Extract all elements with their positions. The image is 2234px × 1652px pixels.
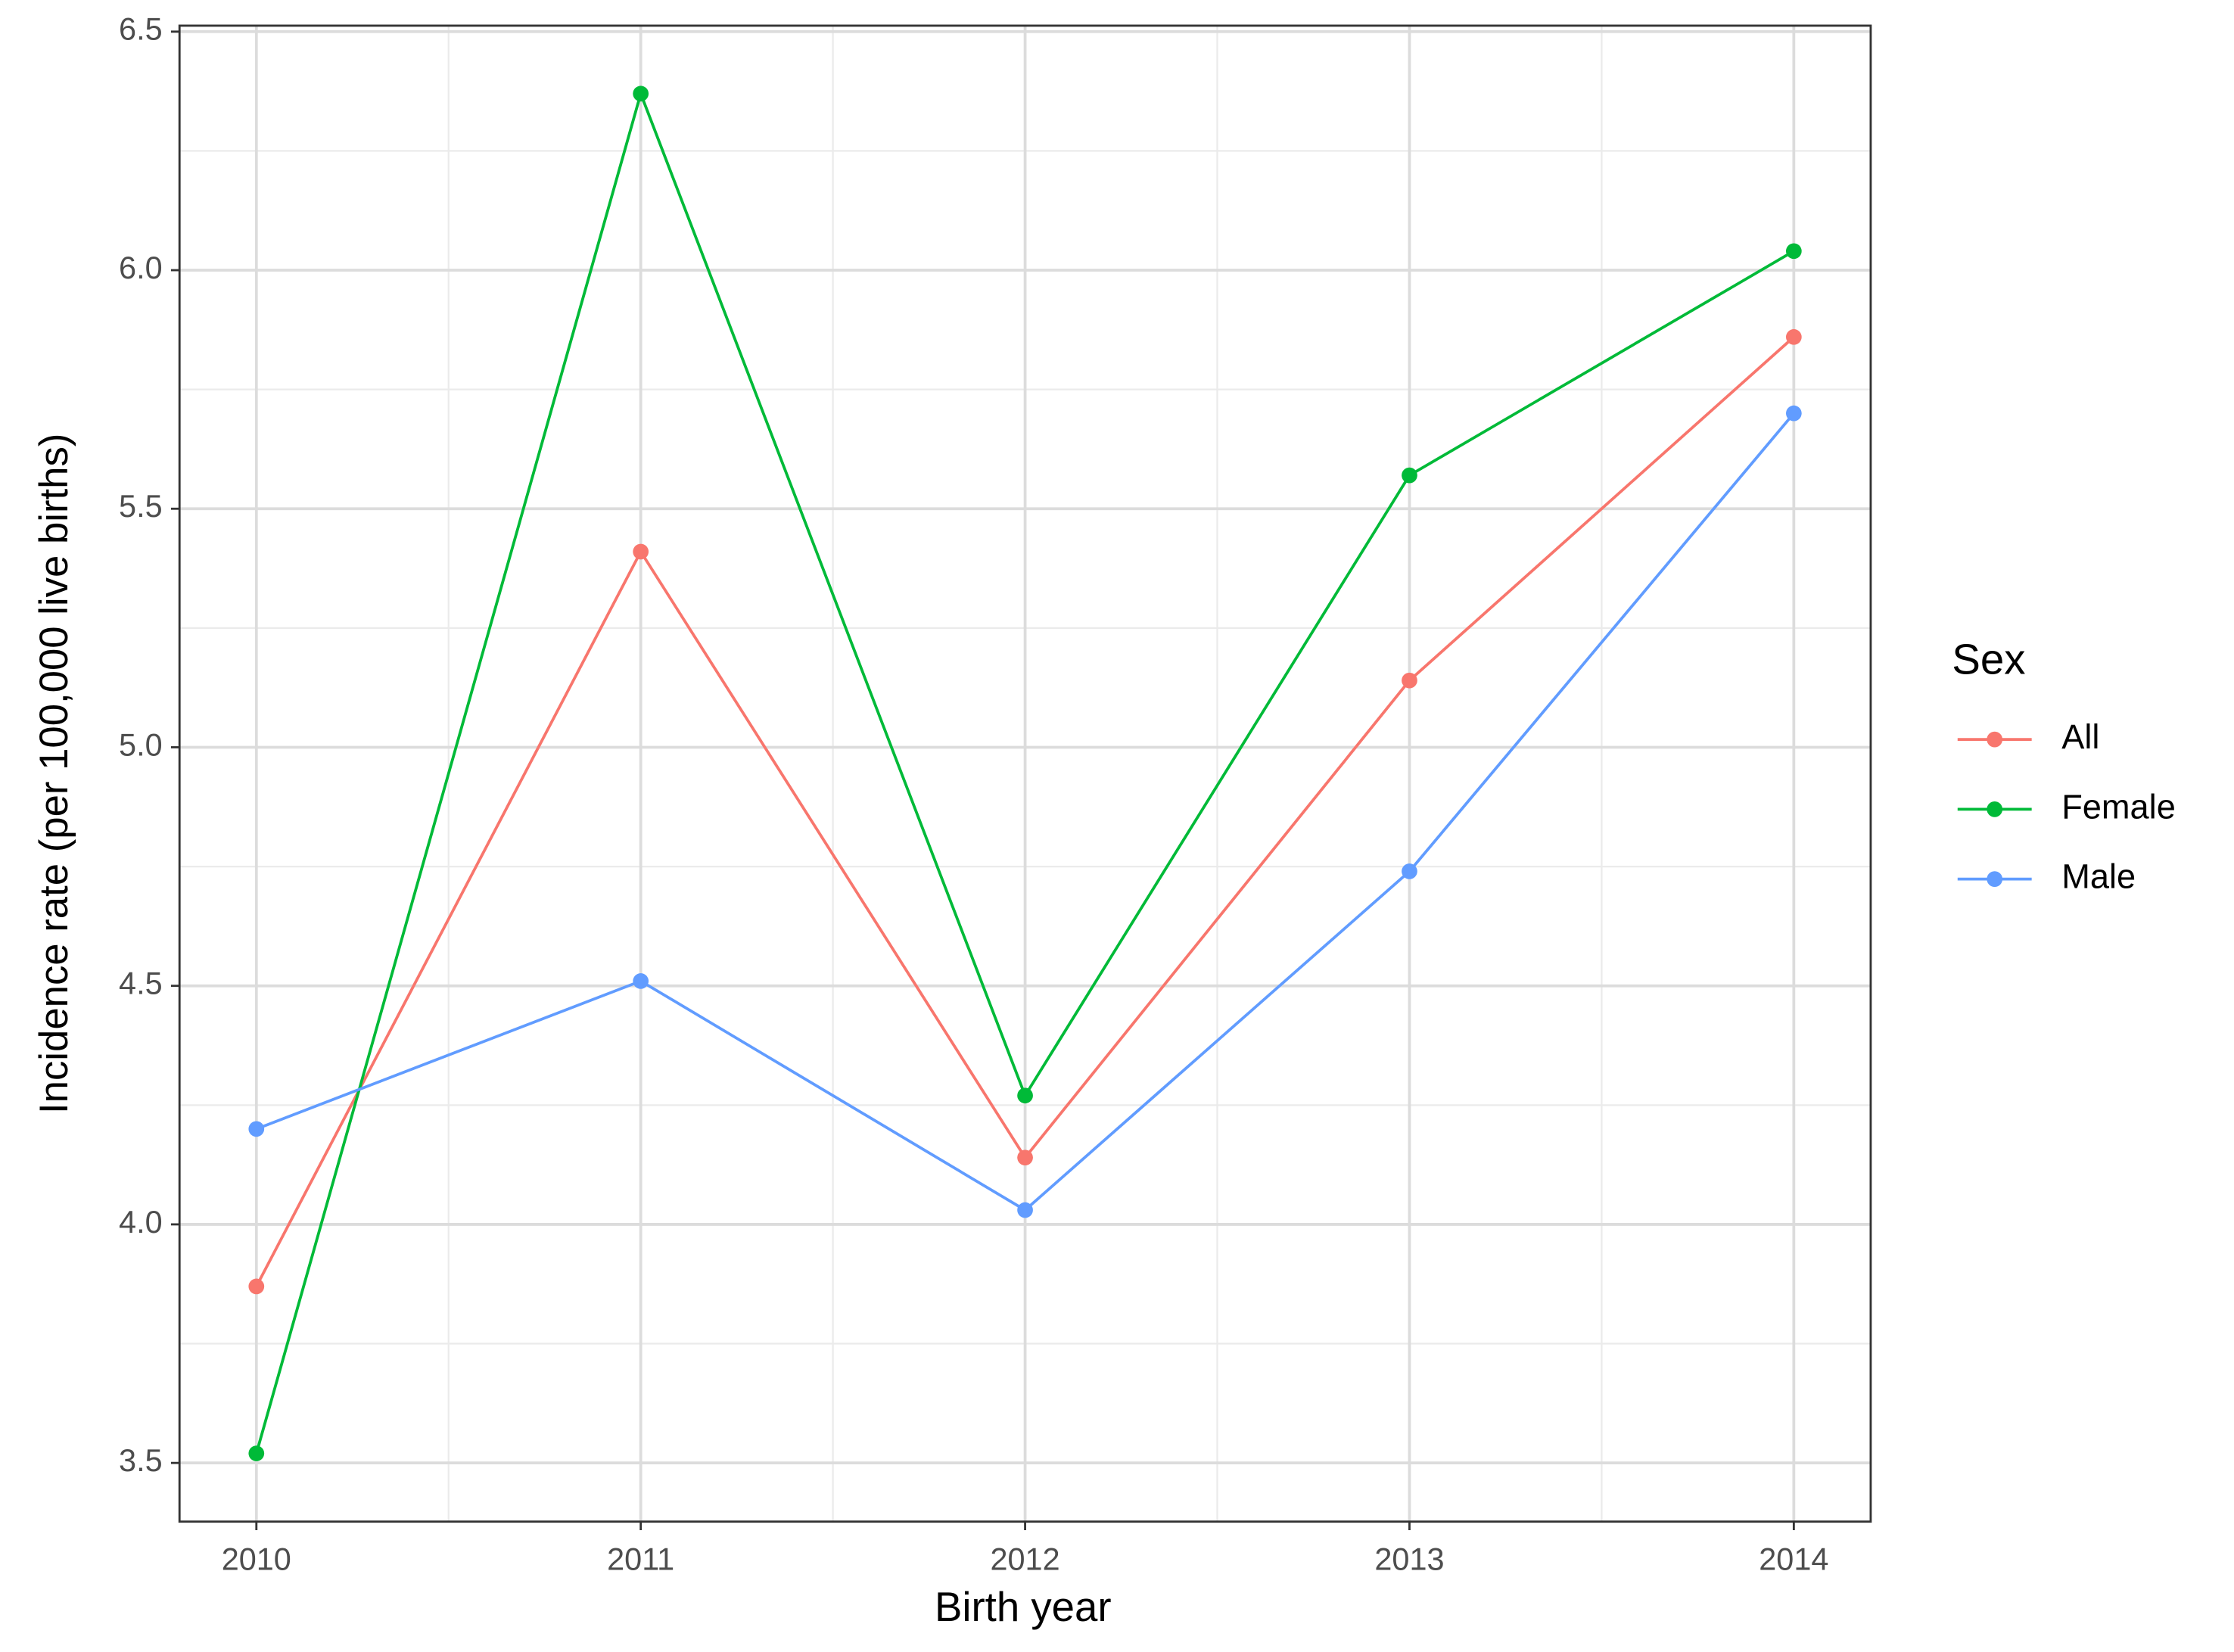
- data-point: [248, 1445, 265, 1461]
- panel-border: [178, 24, 1872, 1523]
- data-point: [1785, 243, 1802, 260]
- legend-key-point: [1987, 801, 2003, 817]
- x-tick-label: 2011: [607, 1542, 674, 1576]
- data-point: [1402, 467, 1417, 484]
- legend-label: Female: [2061, 787, 2176, 826]
- data-point: [1402, 672, 1417, 689]
- data-point: [1017, 1202, 1033, 1218]
- data-point: [633, 86, 649, 102]
- data-point: [1785, 328, 1802, 345]
- y-tick-label: 5.5: [119, 489, 163, 524]
- data-point: [1785, 405, 1802, 422]
- y-tick-label: 3.5: [119, 1443, 163, 1478]
- legend-key-point: [1987, 871, 2003, 887]
- y-tick-label: 4.5: [119, 966, 163, 1001]
- data-point: [1402, 863, 1417, 879]
- y-tick-label: 6.5: [119, 12, 163, 47]
- data-point: [248, 1278, 265, 1295]
- x-tick-label: 2013: [1374, 1542, 1444, 1576]
- legend-key-point: [1987, 731, 2003, 748]
- x-tick-label: 2010: [222, 1542, 291, 1576]
- data-point: [1017, 1087, 1033, 1104]
- y-tick-label: 5.0: [119, 727, 163, 762]
- data-point: [1017, 1150, 1033, 1166]
- legend-label: All: [2061, 717, 2099, 756]
- data-point: [633, 973, 649, 989]
- y-tick-label: 6.0: [119, 250, 163, 285]
- data-point: [633, 543, 649, 560]
- y-axis-title: Incidence rate (per 100,000 live births): [32, 434, 76, 1114]
- x-tick-label: 2014: [1759, 1542, 1828, 1576]
- x-tick-label: 2012: [991, 1542, 1060, 1576]
- data-point: [248, 1121, 265, 1137]
- legend-label: Male: [2061, 857, 2136, 896]
- y-tick-label: 4.0: [119, 1205, 163, 1240]
- legend-title: Sex: [1952, 635, 2025, 683]
- x-axis-title: Birth year: [935, 1584, 1112, 1630]
